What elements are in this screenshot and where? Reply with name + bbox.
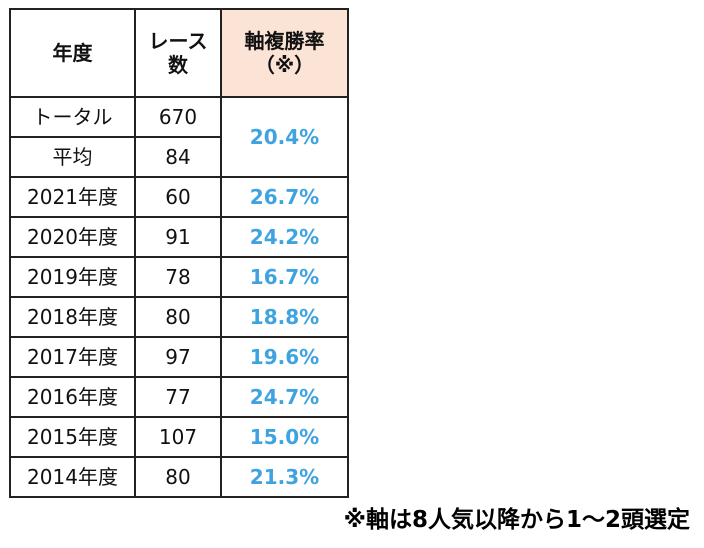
header-races-line1: レース <box>148 29 208 53</box>
row-rate: 24.7% <box>220 376 349 418</box>
average-label: 平均 <box>9 136 136 178</box>
row-year: 2017年度 <box>9 336 136 378</box>
table-row: 2021年度 60 26.7% <box>9 176 349 218</box>
table-row: 2015年度 107 15.0% <box>9 416 349 458</box>
table-row: 2014年度 80 21.3% <box>9 456 349 498</box>
table-row: 2017年度 97 19.6% <box>9 336 349 378</box>
row-races: 80 <box>134 456 222 498</box>
row-year: 2018年度 <box>9 296 136 338</box>
header-races: レース 数 <box>134 8 222 98</box>
combined-rate: 20.4% <box>220 96 349 178</box>
row-rate: 15.0% <box>220 416 349 458</box>
stats-table: 年度 レース 数 軸複勝率 （※） トータル 670 20.4% 平均 84 2… <box>9 8 349 498</box>
total-row: トータル 670 20.4% <box>9 96 349 178</box>
header-rate: 軸複勝率 （※） <box>220 8 349 98</box>
average-row: 平均 84 <box>9 136 348 178</box>
table-row: 2019年度 78 16.7% <box>9 256 349 298</box>
header-rate-line2: （※） <box>254 53 315 77</box>
header-races-line2: 数 <box>168 53 188 77</box>
row-races: 77 <box>134 376 222 418</box>
row-year: 2014年度 <box>9 456 136 498</box>
row-rate: 16.7% <box>220 256 349 298</box>
header-row: 年度 レース 数 軸複勝率 （※） <box>9 8 349 98</box>
row-year: 2020年度 <box>9 216 136 258</box>
total-label: トータル <box>9 96 136 138</box>
row-races: 60 <box>134 176 222 218</box>
table-row: 2018年度 80 18.8% <box>9 296 349 338</box>
table-row: 2016年度 77 24.7% <box>9 376 349 418</box>
row-year: 2015年度 <box>9 416 136 458</box>
footnote: ※軸は8人気以降から1～2頭選定 <box>343 507 690 533</box>
total-races: 670 <box>134 96 222 138</box>
row-rate: 26.7% <box>220 176 349 218</box>
row-year: 2021年度 <box>9 176 136 218</box>
average-races: 84 <box>134 136 222 178</box>
row-races: 107 <box>134 416 222 458</box>
row-year: 2016年度 <box>9 376 136 418</box>
row-rate: 19.6% <box>220 336 349 378</box>
row-races: 80 <box>134 296 222 338</box>
header-rate-line1: 軸複勝率 <box>244 29 325 53</box>
row-rate: 24.2% <box>220 216 349 258</box>
row-rate: 18.8% <box>220 296 349 338</box>
row-races: 97 <box>134 336 222 378</box>
header-year: 年度 <box>9 8 136 98</box>
row-rate: 21.3% <box>220 456 349 498</box>
row-races: 91 <box>134 216 222 258</box>
row-races: 78 <box>134 256 222 298</box>
table-row: 2020年度 91 24.2% <box>9 216 349 258</box>
row-year: 2019年度 <box>9 256 136 298</box>
